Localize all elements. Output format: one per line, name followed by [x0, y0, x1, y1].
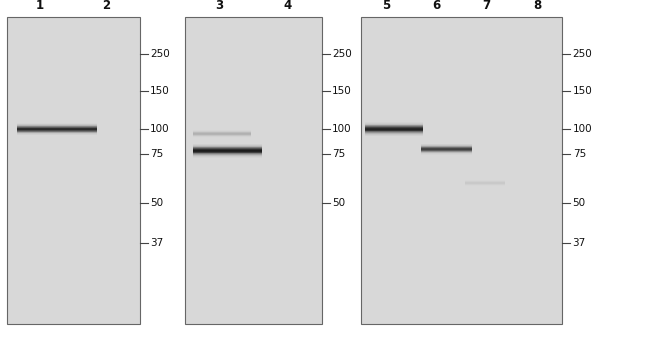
Bar — [421, 145, 472, 146]
Text: 6: 6 — [432, 0, 441, 12]
Bar — [185, 17, 322, 324]
Bar — [421, 152, 472, 153]
Bar — [194, 147, 262, 148]
Bar — [365, 135, 423, 136]
Bar — [17, 130, 97, 131]
Bar — [17, 134, 97, 135]
Text: 150: 150 — [150, 86, 170, 96]
Bar — [365, 129, 423, 130]
Bar — [17, 132, 97, 133]
Bar — [365, 125, 423, 126]
Text: 75: 75 — [573, 149, 586, 159]
Bar — [17, 131, 97, 132]
Bar — [421, 150, 472, 151]
Bar — [194, 155, 262, 156]
Bar — [421, 153, 472, 154]
Bar — [17, 125, 97, 126]
Bar — [194, 157, 262, 158]
Bar — [421, 147, 472, 148]
Bar — [194, 152, 262, 153]
Text: 75: 75 — [332, 149, 345, 159]
Bar — [17, 123, 97, 124]
Text: 7: 7 — [482, 0, 491, 12]
Bar — [17, 133, 97, 134]
Text: 75: 75 — [150, 149, 163, 159]
Text: 8: 8 — [533, 0, 541, 12]
Bar — [194, 148, 262, 149]
Text: 3: 3 — [215, 0, 224, 12]
Text: 250: 250 — [150, 49, 170, 59]
Text: 50: 50 — [573, 198, 586, 208]
Bar — [421, 146, 472, 147]
Text: 100: 100 — [573, 124, 592, 134]
Text: 37: 37 — [150, 238, 163, 248]
Bar — [194, 149, 262, 150]
Text: 4: 4 — [283, 0, 292, 12]
Bar — [365, 127, 423, 128]
Bar — [365, 130, 423, 131]
Bar — [421, 149, 472, 150]
Text: 2: 2 — [103, 0, 111, 12]
Bar — [17, 129, 97, 130]
Bar — [194, 154, 262, 155]
Bar — [194, 145, 262, 146]
Bar — [194, 146, 262, 147]
Text: 1: 1 — [36, 0, 44, 12]
Bar — [365, 123, 423, 124]
Bar — [17, 127, 97, 128]
Bar — [365, 133, 423, 134]
Bar — [194, 153, 262, 154]
Bar — [365, 128, 423, 129]
Bar — [365, 131, 423, 132]
Bar — [365, 126, 423, 127]
Text: 150: 150 — [573, 86, 592, 96]
Bar — [365, 122, 423, 123]
Text: 100: 100 — [150, 124, 170, 134]
Bar — [365, 132, 423, 133]
Bar — [421, 144, 472, 145]
Text: 250: 250 — [332, 49, 352, 59]
Text: 50: 50 — [332, 198, 345, 208]
Bar — [365, 124, 423, 125]
Bar — [194, 144, 262, 145]
Bar — [421, 151, 472, 152]
Bar — [194, 150, 262, 151]
Bar — [421, 148, 472, 149]
Text: 150: 150 — [332, 86, 352, 96]
Bar — [17, 126, 97, 127]
Text: 50: 50 — [150, 198, 163, 208]
Text: 5: 5 — [382, 0, 390, 12]
Bar — [194, 156, 262, 157]
Bar — [194, 151, 262, 152]
Bar — [6, 17, 140, 324]
Text: 100: 100 — [332, 124, 352, 134]
Bar — [17, 124, 97, 125]
Text: 37: 37 — [573, 238, 586, 248]
Bar — [365, 134, 423, 135]
Bar — [17, 128, 97, 129]
Bar — [361, 17, 562, 324]
Text: 250: 250 — [573, 49, 592, 59]
